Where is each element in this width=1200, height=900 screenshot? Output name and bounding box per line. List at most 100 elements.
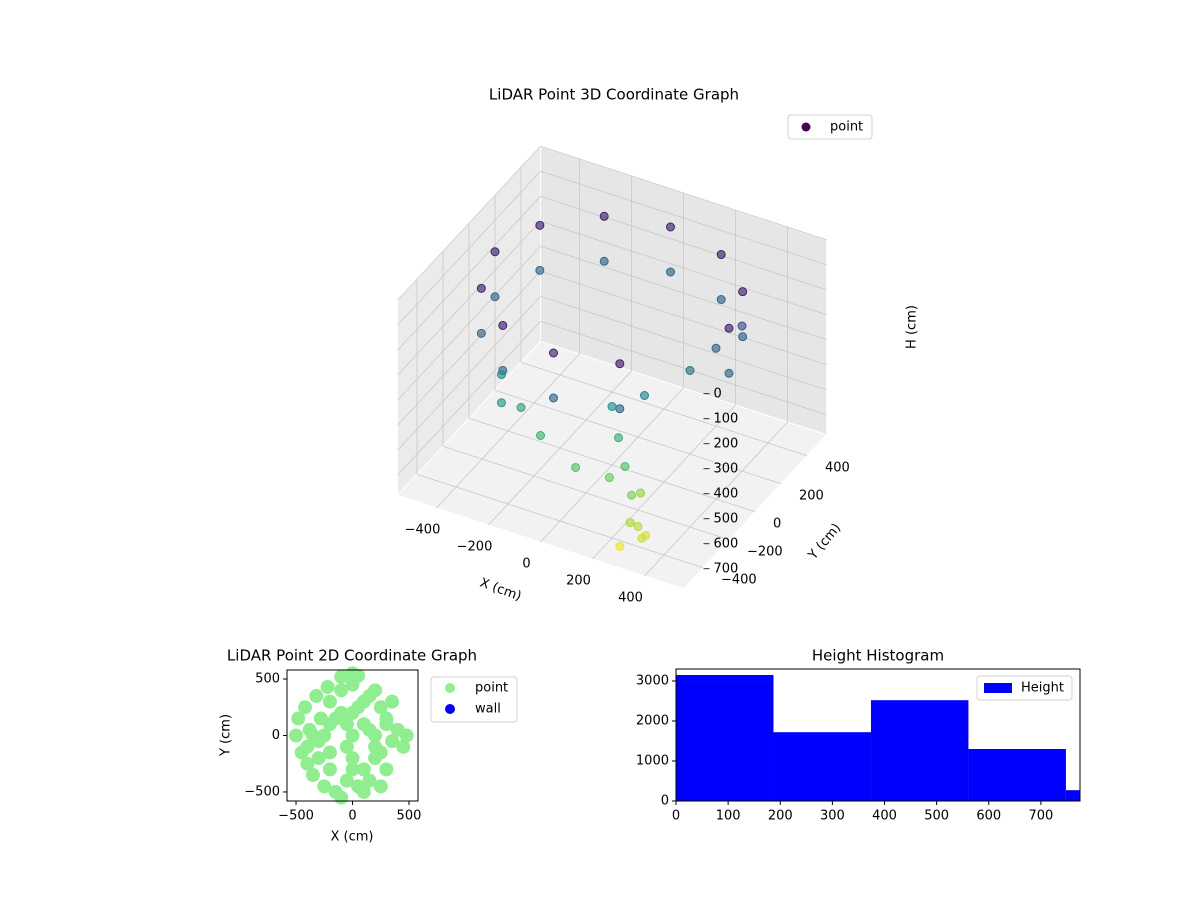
z-axis-label: H (cm) xyxy=(905,305,920,349)
legend-label: wall xyxy=(475,702,501,717)
point xyxy=(535,220,545,230)
point xyxy=(724,323,734,333)
point xyxy=(385,694,400,709)
point xyxy=(549,348,558,358)
point xyxy=(305,768,320,783)
point xyxy=(291,711,306,726)
grid-line xyxy=(397,270,541,426)
point xyxy=(614,433,623,443)
x-tick-label: 400 xyxy=(618,591,643,606)
point xyxy=(317,779,332,794)
point xyxy=(396,739,411,754)
point xyxy=(379,711,394,726)
grid-line xyxy=(416,473,704,569)
legend-box xyxy=(976,675,1073,701)
x-tick-label: −200 xyxy=(457,540,493,555)
point xyxy=(498,320,508,330)
point xyxy=(317,728,332,743)
point xyxy=(373,779,388,794)
point xyxy=(637,533,647,543)
y-tick-label: 500 xyxy=(255,672,280,687)
point xyxy=(685,366,695,375)
y-tick-label: 400 xyxy=(825,460,850,475)
bar xyxy=(968,749,1066,801)
grid-line xyxy=(540,320,827,416)
y-tick-label: −400 xyxy=(721,572,757,587)
point xyxy=(599,211,609,221)
grid-line xyxy=(397,170,541,326)
point xyxy=(607,402,617,411)
y-tick-label: 0 xyxy=(272,728,280,743)
grid-line xyxy=(442,445,730,541)
bars xyxy=(676,675,1080,801)
x-tick-label: 300 xyxy=(820,809,845,824)
y-axis-label: Y (cm) xyxy=(219,714,234,757)
point xyxy=(399,728,414,743)
point xyxy=(640,391,649,400)
x-axis-label: X (cm) xyxy=(478,576,524,605)
z-tick-label: 400 xyxy=(714,486,739,501)
point xyxy=(311,751,326,766)
y-tick-label: −200 xyxy=(747,544,783,559)
point xyxy=(716,250,726,260)
grid-line xyxy=(397,245,541,401)
grid-line xyxy=(397,295,541,451)
point xyxy=(368,683,383,698)
point xyxy=(620,462,630,471)
point xyxy=(615,359,625,369)
grid-line xyxy=(540,220,827,316)
point xyxy=(716,295,726,305)
point xyxy=(379,762,394,777)
x-tick-label: 700 xyxy=(1028,809,1053,824)
point xyxy=(339,739,354,754)
point xyxy=(615,404,625,414)
grid-line xyxy=(494,389,782,485)
point xyxy=(356,784,371,799)
legend-marker xyxy=(984,683,1012,693)
point xyxy=(345,762,360,777)
chart-title: Height Histogram xyxy=(812,647,944,665)
point xyxy=(334,790,349,805)
point xyxy=(373,745,388,760)
point xyxy=(289,728,304,743)
legend-label: point xyxy=(475,681,508,696)
y-tick-label: 0 xyxy=(661,794,669,809)
point xyxy=(724,368,734,378)
point xyxy=(615,542,625,551)
grid-line xyxy=(468,417,756,513)
z-tick-label: 100 xyxy=(714,411,739,426)
chart-title: LiDAR Point 2D Coordinate Graph xyxy=(227,647,477,665)
bar xyxy=(676,675,774,801)
grid-line xyxy=(397,220,541,376)
point xyxy=(362,773,377,788)
z-tick-label: 200 xyxy=(714,436,739,451)
point xyxy=(516,403,526,412)
x-tick-label: 600 xyxy=(976,809,1001,824)
y-tick-label: 3000 xyxy=(636,674,669,689)
point xyxy=(356,762,371,777)
axes-frame xyxy=(675,668,1081,802)
grid-line xyxy=(397,320,541,476)
point xyxy=(300,756,315,771)
point xyxy=(497,370,506,379)
point xyxy=(322,745,337,760)
z-tick-label: 600 xyxy=(714,536,739,551)
legend-marker xyxy=(801,122,811,132)
point xyxy=(476,283,486,293)
legend-marker xyxy=(445,704,455,714)
grid-line xyxy=(540,195,827,291)
x-axis-label: X (cm) xyxy=(331,830,374,845)
x-tick-label: 0 xyxy=(348,809,356,824)
x-tick-label: 0 xyxy=(522,557,530,572)
point xyxy=(345,728,360,743)
z-tick-label: 700 xyxy=(714,561,739,576)
point xyxy=(627,490,636,500)
point xyxy=(625,518,635,528)
x-tick-label: 200 xyxy=(566,574,591,589)
point xyxy=(345,705,360,720)
point xyxy=(334,683,349,698)
y-tick-label: 2000 xyxy=(636,714,669,729)
x-tick-label: 100 xyxy=(716,809,741,824)
legend-label: Height xyxy=(1021,681,1064,696)
point xyxy=(385,734,400,749)
